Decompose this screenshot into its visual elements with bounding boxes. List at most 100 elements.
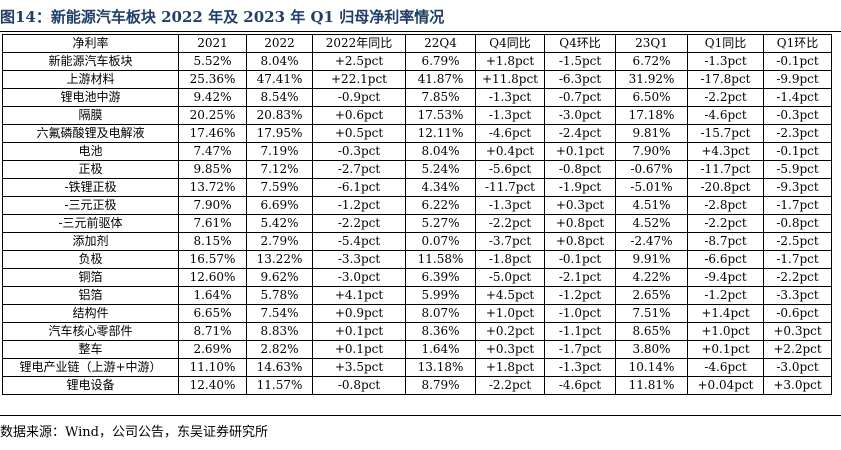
table-cell: +0.3pct [475,340,545,359]
table-cell: 20.83% [246,106,313,125]
table-cell: -2.8pct [687,196,764,215]
table-cell: 5.99% [405,286,476,305]
table-cell: 8.04% [405,142,476,161]
table-cell: 2.69% [178,340,247,359]
table-cell: 13.22% [246,250,313,269]
column-header: 2022年同比 [312,34,406,53]
table-cell: -0.67% [615,160,688,179]
table-cell: 11.58% [405,250,476,269]
column-header: 净利率 [2,34,179,53]
row-label: 隔膜 [2,106,179,125]
table-cell: -3.0pct [312,268,406,287]
table-cell: 13.18% [405,358,476,377]
table-cell: 7.51% [615,304,688,323]
table-cell: -1.8pct [475,250,545,269]
table-cell: -20.8pct [687,178,764,197]
table-cell: 1.64% [178,286,247,305]
table-cell: 17.46% [178,124,247,143]
table-cell: -4.6pct [687,106,764,125]
table-cell: 17.53% [405,106,476,125]
column-header: Q1环比 [763,34,832,53]
table-cell: 4.22% [615,268,688,287]
table-cell: +0.1pct [312,322,406,341]
column-header: Q1同比 [687,34,764,53]
table-cell: -2.2pct [312,214,406,233]
table-cell: -5.4pct [312,232,406,251]
table-cell: 7.19% [246,142,313,161]
table-cell: 8.07% [405,304,476,323]
table-cell: -0.9pct [312,88,406,107]
table-cell: -1.3pct [687,52,764,71]
table-row: 铜箔 12.60% 9.62% -3.0pct 6.39% -5.0pct -2.1pct 4… [2,268,832,287]
table-cell: +0.3pct [763,322,832,341]
table-cell: 41.87% [405,70,476,89]
table-cell: +0.04pct [687,376,764,395]
table-cell: 7.90% [178,196,247,215]
table-cell: 20.25% [178,106,247,125]
table-cell: -6.3pct [544,70,616,89]
table-cell: -1.4pct [763,88,832,107]
table-cell: 6.22% [405,196,476,215]
table-cell: +0.9pct [312,304,406,323]
table-cell: 11.10% [178,358,247,377]
table-cell: -0.3pct [312,142,406,161]
table-cell: -17.8pct [687,70,764,89]
table-cell: 9.81% [615,124,688,143]
table-row: 结构件 6.65% 7.54% +0.9pct 8.07% +1.0pct -1.0pct 7… [2,304,832,323]
table-cell: +2.2pct [763,340,832,359]
table-cell: 12.40% [178,376,247,395]
table-cell: -1.7pct [763,196,832,215]
table-cell: 7.54% [246,304,313,323]
table-cell: +4.3pct [687,142,764,161]
table-row: 六氟磷酸锂及电解液 17.46% 17.95% +0.5pct 12.11% -4.6pc… [2,124,832,143]
table-cell: 4.52% [615,214,688,233]
row-label: 锂电池中游 [2,88,179,107]
column-header: 2022 [246,34,313,53]
row-label: 汽车核心零部件 [2,322,179,341]
table-row: -三元正极 7.90% 6.69% -1.2pct 6.22% -1.3pct +0.3pc… [2,196,832,215]
table-cell: +0.2pct [475,322,545,341]
table-cell: 5.27% [405,214,476,233]
table-cell: -2.5pct [763,232,832,251]
table-cell: +0.8pct [544,214,616,233]
table-cell: +3.5pct [312,358,406,377]
row-label: -三元前驱体 [2,214,179,233]
table-cell: -2.3pct [763,124,832,143]
table-cell: 47.41% [246,70,313,89]
column-header: 22Q4 [405,34,476,53]
table-cell: -2.7pct [312,160,406,179]
table-cell: +1.8pct [475,358,545,377]
table-cell: 2.82% [246,340,313,359]
table-cell: -0.1pct [544,250,616,269]
table-cell: -5.01% [615,178,688,197]
table-cell: 7.59% [246,178,313,197]
table-cell: -2.2pct [763,268,832,287]
table-cell: -2.2pct [475,214,545,233]
table-cell: -3.7pct [475,232,545,251]
table-cell: -1.2pct [687,286,764,305]
table-cell: 12.60% [178,268,247,287]
table-cell: -2.2pct [687,214,764,233]
table-cell: 7.85% [405,88,476,107]
table-cell: +0.1pct [687,340,764,359]
table-cell: 31.92% [615,70,688,89]
table-header-row: 净利率 2021 2022 2022年同比 22Q4 Q4同比 Q4环比 23Q1 Q1同比 Q1… [2,34,832,53]
table-cell: 6.72% [615,52,688,71]
table-cell: 8.83% [246,322,313,341]
table-cell: -3.0pct [763,358,832,377]
table-cell: -2.1pct [544,268,616,287]
table-cell: -6.1pct [312,178,406,197]
column-header: 2021 [178,34,247,53]
table-cell: -1.7pct [544,340,616,359]
table-cell: 8.79% [405,376,476,395]
table-row: 锂电产业链（上游+中游） 11.10% 14.63% +3.5pct 13.18% +1.… [2,358,832,377]
table-cell: 5.78% [246,286,313,305]
table-cell: 8.36% [405,322,476,341]
table-cell: -2.2pct [475,376,545,395]
table-cell: -11.7pct [687,160,764,179]
table-cell: -1.7pct [763,250,832,269]
table-row: 上游材料 25.36% 47.41% +22.1pct 41.87% +11.8pct -6… [2,70,832,89]
row-label: -三元正极 [2,196,179,215]
table-cell: +0.1pct [544,142,616,161]
table-cell: 14.63% [246,358,313,377]
